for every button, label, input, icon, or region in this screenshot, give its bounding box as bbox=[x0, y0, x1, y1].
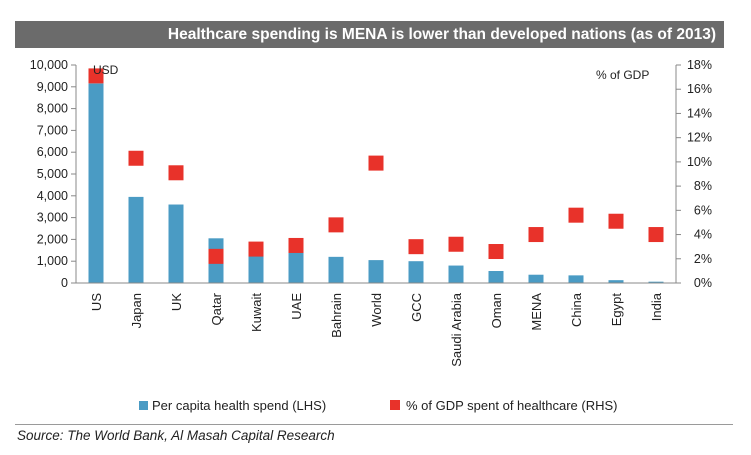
gdp-marker bbox=[88, 68, 104, 84]
x-tick-label: Japan bbox=[129, 293, 144, 328]
bar bbox=[88, 83, 104, 283]
left-tick-label: 3,000 bbox=[37, 211, 68, 225]
gdp-marker bbox=[448, 236, 464, 252]
gdp-marker bbox=[488, 244, 504, 260]
legend: Per capita health spend (LHS) % of GDP sp… bbox=[139, 398, 617, 413]
gdp-marker bbox=[568, 207, 584, 223]
bar bbox=[128, 196, 144, 283]
gdp-marker bbox=[648, 227, 664, 243]
left-axis-unit: USD bbox=[93, 63, 119, 77]
x-tick-label: MENA bbox=[529, 293, 544, 331]
gdp-marker bbox=[248, 241, 264, 257]
bar bbox=[528, 274, 544, 283]
chart-title-bar: Healthcare spending is MENA is lower tha… bbox=[15, 21, 724, 48]
left-tick-label: 2,000 bbox=[37, 232, 68, 246]
left-tick-label: 0 bbox=[61, 276, 68, 290]
right-tick-label: 6% bbox=[694, 203, 712, 217]
left-tick-label: 7,000 bbox=[37, 123, 68, 137]
left-tick-label: 10,000 bbox=[30, 58, 68, 72]
right-tick-label: 10% bbox=[687, 155, 712, 169]
right-tick-label: 14% bbox=[687, 106, 712, 120]
left-axis: 0 1,000 2,000 3,000 4,000 5,000 6,000 7,000 8,00… bbox=[30, 58, 77, 290]
bar bbox=[248, 255, 264, 283]
bar bbox=[328, 256, 344, 283]
x-tick-label: China bbox=[569, 292, 584, 327]
legend-swatch-bar bbox=[139, 401, 148, 410]
chart-title: Healthcare spending is MENA is lower tha… bbox=[167, 25, 716, 43]
right-tick-label: 8% bbox=[694, 179, 712, 193]
right-tick-label: 2% bbox=[694, 252, 712, 266]
gdp-marker bbox=[208, 248, 224, 264]
x-tick-label: Kuwait bbox=[249, 293, 264, 332]
gdp-marker bbox=[408, 239, 424, 255]
x-tick-label: Egypt bbox=[609, 293, 624, 327]
x-tick-label: India bbox=[649, 292, 664, 321]
source-divider bbox=[15, 424, 733, 425]
left-tick-label: 8,000 bbox=[37, 102, 68, 116]
x-tick-label: US bbox=[89, 293, 104, 311]
bar bbox=[368, 260, 384, 283]
bar bbox=[408, 261, 424, 283]
x-tick-label: Bahrain bbox=[329, 293, 344, 338]
source-note: Source: The World Bank, Al Masah Capital… bbox=[17, 428, 335, 443]
right-tick-label: 0% bbox=[694, 276, 712, 290]
gdp-marker bbox=[128, 150, 144, 166]
bar bbox=[288, 249, 304, 283]
gdp-marker bbox=[328, 217, 344, 233]
legend-label-bar: Per capita health spend (LHS) bbox=[152, 398, 326, 413]
right-tick-label: 4% bbox=[694, 228, 712, 242]
left-tick-label: 9,000 bbox=[37, 80, 68, 94]
legend-label-marker: % of GDP spent of healthcare (RHS) bbox=[406, 398, 617, 413]
bar bbox=[608, 280, 624, 283]
x-axis: US Japan UK Qatar Kuwait UAE Bahrain World GCC Sa… bbox=[76, 282, 676, 367]
gdp-markers bbox=[88, 68, 664, 264]
x-tick-label: UAE bbox=[289, 293, 304, 320]
x-tick-label: GCC bbox=[409, 293, 424, 322]
left-tick-label: 5,000 bbox=[37, 167, 68, 181]
x-tick-label: Oman bbox=[489, 293, 504, 328]
x-tick-label: UK bbox=[169, 293, 184, 311]
bar bbox=[568, 275, 584, 283]
gdp-marker bbox=[528, 227, 544, 243]
gdp-marker bbox=[608, 213, 624, 229]
gdp-marker bbox=[168, 165, 184, 181]
bars bbox=[88, 83, 664, 283]
left-tick-label: 1,000 bbox=[37, 254, 68, 268]
x-tick-label: Saudi Arabia bbox=[449, 292, 464, 366]
bar bbox=[448, 265, 464, 283]
bar bbox=[488, 271, 504, 283]
x-tick-label: Qatar bbox=[209, 292, 224, 325]
left-tick-label: 6,000 bbox=[37, 145, 68, 159]
chart-plot: 0 1,000 2,000 3,000 4,000 5,000 6,000 7,000 8,00… bbox=[30, 58, 712, 413]
right-axis-unit: % of GDP bbox=[596, 68, 649, 82]
gdp-marker bbox=[368, 155, 384, 171]
left-tick-label: 4,000 bbox=[37, 189, 68, 203]
gdp-marker bbox=[288, 237, 304, 253]
right-axis: 0% 2% 4% 6% 8% 10% 12% 14% 16% 18% bbox=[675, 58, 712, 290]
bar bbox=[648, 281, 664, 283]
right-tick-label: 18% bbox=[687, 58, 712, 72]
bar bbox=[168, 204, 184, 283]
right-tick-label: 12% bbox=[687, 131, 712, 145]
legend-swatch-marker bbox=[390, 400, 400, 410]
right-tick-label: 16% bbox=[687, 82, 712, 96]
x-tick-label: World bbox=[369, 293, 384, 327]
